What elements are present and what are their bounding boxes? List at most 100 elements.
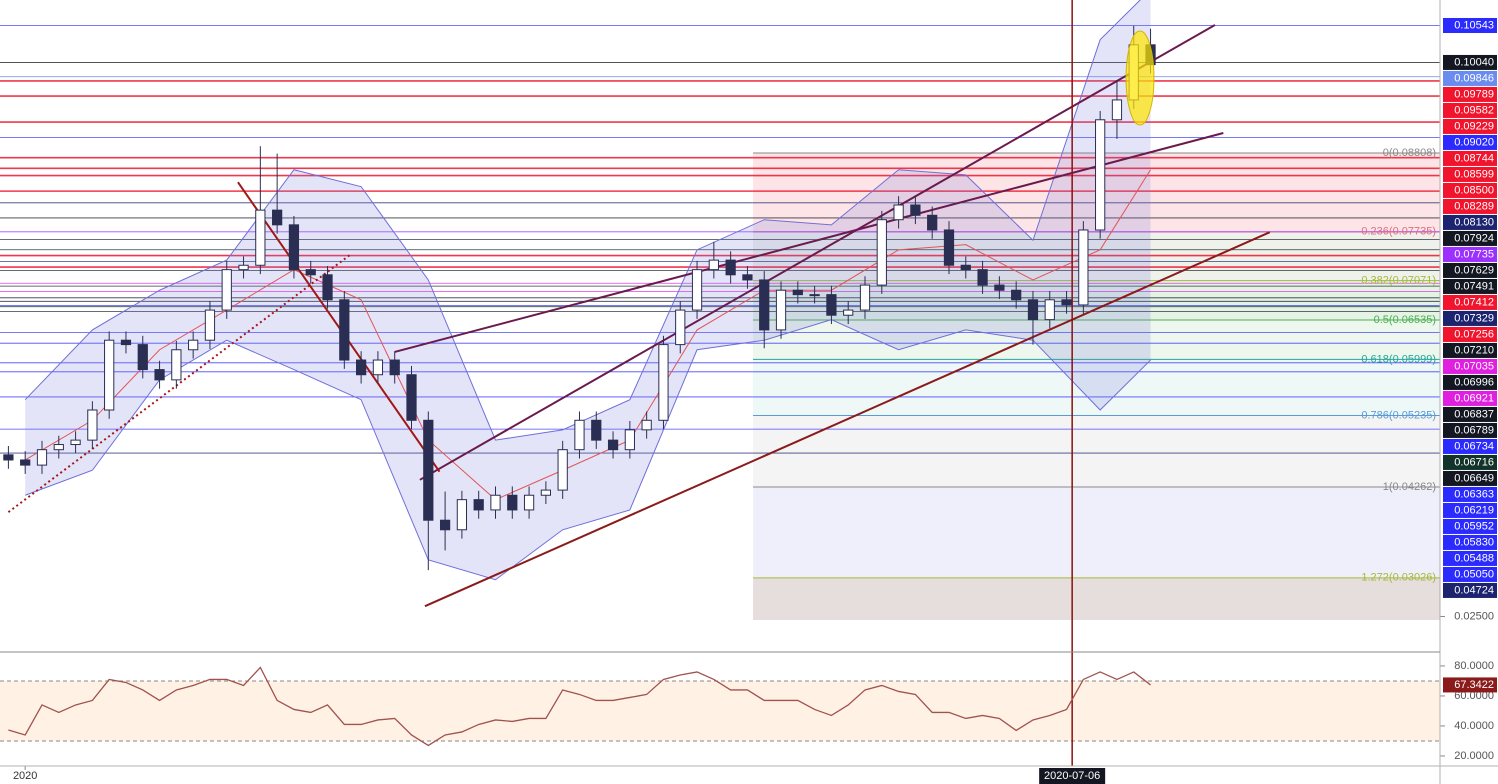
candle-body — [607, 439, 619, 451]
bollinger-lower — [25, 319, 1151, 581]
price-label: 0.10040 — [1454, 56, 1494, 68]
rsi-value-box — [1443, 677, 1497, 693]
candle-body — [171, 349, 182, 381]
candle-body — [3, 454, 14, 461]
fib-band — [753, 319, 1440, 360]
price-label-box — [1443, 470, 1497, 486]
price-label-box — [1443, 102, 1497, 118]
price-label: 0.04724 — [1454, 584, 1494, 596]
candle-body — [87, 409, 98, 441]
price-label-box — [1443, 326, 1497, 342]
trend-line — [419, 24, 1216, 481]
price-label: 0.06363 — [1454, 488, 1494, 500]
price-label: 0.06996 — [1454, 376, 1494, 388]
price-label: 0.06921 — [1454, 392, 1494, 404]
candle-body — [1061, 299, 1072, 306]
candle-body — [893, 204, 904, 221]
price-label: 0.08599 — [1454, 168, 1494, 180]
price-label-box — [1443, 342, 1497, 358]
candle-body — [557, 449, 568, 491]
trend-line — [394, 132, 1224, 353]
candle-body — [272, 209, 283, 226]
price-label: 0.07412 — [1454, 296, 1494, 308]
price-label-box — [1443, 198, 1497, 214]
fib-label: 0(0.08808) — [1383, 147, 1436, 159]
candle-body — [104, 339, 115, 411]
price-label: 0.08130 — [1454, 216, 1494, 228]
price-label: 0.06649 — [1454, 472, 1494, 484]
trend-line — [424, 231, 1271, 608]
candle-body — [238, 264, 249, 271]
price-label-box — [1443, 358, 1497, 374]
candle-body — [591, 419, 602, 441]
candle-body — [288, 224, 300, 271]
candle-body — [658, 344, 669, 421]
price-label-box — [1443, 534, 1497, 550]
candle-body — [641, 419, 652, 431]
price-label: 0.07924 — [1454, 232, 1494, 244]
candle-body — [423, 419, 434, 521]
price-label: 0.10543 — [1454, 19, 1494, 31]
candle-body — [20, 459, 31, 466]
price-label: 0.06716 — [1454, 456, 1494, 468]
candle-body — [759, 279, 770, 331]
fib-band — [753, 487, 1440, 578]
candle-body — [305, 269, 316, 276]
price-label-box — [1443, 246, 1497, 262]
price-label: 0.09846 — [1454, 72, 1494, 84]
trend-line — [7, 254, 351, 513]
price-label: 0.07210 — [1454, 344, 1494, 356]
price-label-box — [1443, 294, 1497, 310]
level-layer — [0, 25, 1440, 454]
rsi-value-label: 67.3422 — [1454, 679, 1494, 691]
candle-body — [1027, 299, 1039, 321]
rsi-y-tick-label: 40.0000 — [1454, 720, 1494, 732]
price-label-box — [1443, 54, 1497, 70]
candle-body — [1078, 229, 1089, 306]
candle-body — [372, 359, 384, 376]
fib-label: 0.618(0.05999) — [1361, 353, 1436, 365]
price-label: 0.07735 — [1454, 248, 1494, 260]
price-label: 0.05050 — [1454, 568, 1494, 580]
price-label-box — [1443, 406, 1497, 422]
fib-label: 0.236(0.07735) — [1361, 226, 1436, 238]
price-label: 0.09020 — [1454, 136, 1494, 148]
price-label: 0.07629 — [1454, 264, 1494, 276]
candle-body — [775, 289, 787, 331]
price-label-box — [1443, 214, 1497, 230]
candle-body — [1044, 299, 1055, 321]
bollinger-fill — [25, 0, 1151, 580]
price-label-box — [1443, 566, 1497, 582]
price-label-box — [1443, 278, 1497, 294]
candle-body — [154, 369, 165, 381]
candle-body — [36, 449, 48, 466]
price-label-box — [1443, 438, 1497, 454]
candle-body — [137, 344, 148, 371]
candle-body — [977, 269, 988, 286]
price-label: 0.06789 — [1454, 424, 1494, 436]
fib-band — [753, 415, 1440, 488]
candle-body — [1095, 119, 1106, 231]
price-label: 0.09582 — [1454, 104, 1494, 116]
crosshair-label: 2020-07-06 — [1044, 770, 1100, 782]
candle-body — [356, 359, 367, 376]
fib-label: 0.786(0.05235) — [1361, 409, 1436, 421]
rsi-band — [0, 680, 1440, 741]
fib-label: 0.382(0.07071) — [1361, 275, 1436, 287]
candle-body — [960, 264, 971, 271]
price-label-box — [1443, 70, 1497, 86]
fib-label: 1(0.04262) — [1383, 481, 1436, 493]
price-label-box — [1443, 310, 1497, 326]
candle-body — [910, 204, 921, 216]
price-label-box — [1443, 86, 1497, 102]
candle-body — [120, 339, 132, 346]
rsi-y-tick-label: 60.0000 — [1454, 690, 1494, 702]
candle-body — [322, 274, 333, 301]
price-label: 0.05952 — [1454, 520, 1494, 532]
price-label-box — [1443, 374, 1497, 390]
candle-body — [389, 359, 400, 376]
x-tick-label: 2020 — [13, 770, 37, 782]
candle-layer — [3, 25, 1156, 571]
trend-line — [237, 181, 441, 473]
candle-body — [574, 419, 585, 451]
